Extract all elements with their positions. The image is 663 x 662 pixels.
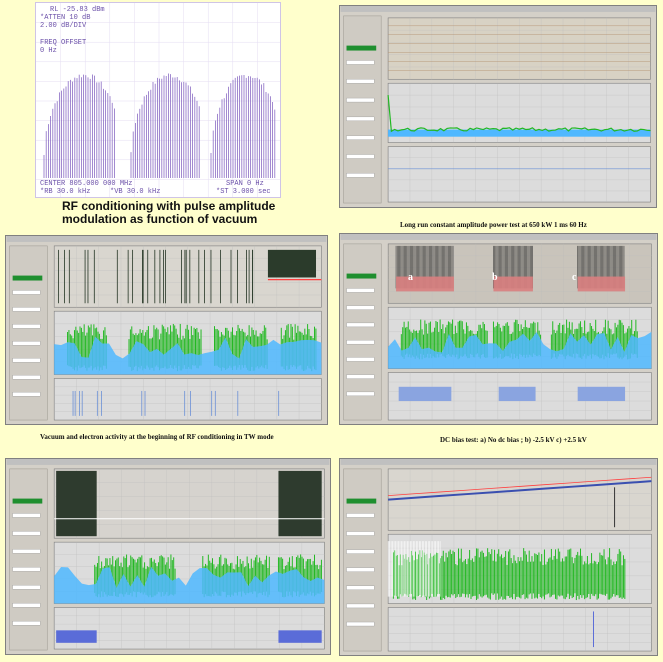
numeric-control	[346, 603, 375, 609]
red-trace	[396, 276, 454, 292]
numeric-control	[346, 97, 375, 103]
numeric-control	[346, 305, 375, 310]
window-titlebar	[6, 459, 330, 465]
rbw-readout: *RB 30.0 kHz	[40, 188, 91, 196]
numeric-control	[12, 392, 41, 397]
numeric-control	[346, 340, 375, 345]
bottom-left-plots	[6, 459, 330, 651]
numeric-control	[12, 513, 41, 518]
red-trace	[388, 476, 652, 497]
red-trace	[577, 276, 626, 292]
freq-offset-value: 0 Hz	[40, 47, 57, 55]
numeric-control	[12, 290, 41, 295]
numeric-control	[346, 549, 375, 554]
numeric-control	[346, 391, 375, 397]
numeric-control	[346, 288, 375, 293]
blue-block	[577, 386, 626, 402]
center-freq-readout: CENTER 805.000 000 MHz	[40, 180, 133, 188]
span-readout: SPAN 0 Hz	[226, 180, 264, 188]
blue-trace	[388, 480, 652, 501]
freq-offset-label: FREQ OFFSET	[40, 39, 87, 47]
numeric-control	[12, 324, 41, 329]
long-run-screenshot	[339, 5, 657, 208]
window-titlebar	[340, 6, 656, 12]
sweep-readout: *ST 3.000 sec	[216, 188, 271, 196]
activity-block	[278, 470, 322, 537]
window-titlebar	[6, 236, 327, 242]
long-run-plots	[340, 6, 656, 204]
dc-bias-plots	[340, 234, 657, 421]
spectrum-analyzer-plot: RL -25.83 dBm *ATTEN 10 dB 2.00 dB/DIV F…	[35, 2, 281, 198]
blue-block	[278, 630, 322, 643]
numeric-control	[12, 603, 41, 608]
numeric-control	[12, 585, 41, 590]
status-indicator	[12, 275, 43, 281]
numeric-control	[12, 341, 41, 346]
ref-level-readout: RL -25.83 dBm	[50, 6, 105, 14]
status-indicator	[346, 498, 377, 504]
numeric-control	[346, 116, 375, 122]
bottom-right-screenshot	[339, 458, 658, 656]
numeric-control	[346, 322, 375, 328]
numeric-control	[346, 585, 375, 590]
spectrum-caption: RF conditioning with pulse amplitude mod…	[62, 199, 276, 226]
numeric-control	[12, 307, 41, 312]
numeric-control	[346, 621, 375, 627]
numeric-control	[12, 567, 41, 572]
vacuum-tw-plots	[6, 236, 327, 421]
numeric-control	[12, 358, 41, 363]
blue-block	[398, 386, 452, 402]
dc-bias-label-c: c	[572, 272, 577, 283]
numeric-control	[12, 531, 41, 536]
numeric-control	[346, 357, 375, 362]
red-trace	[493, 276, 533, 292]
vbw-readout: *VB 30.0 kHz	[110, 188, 161, 196]
spectrum-trace-canvas	[36, 3, 280, 197]
status-indicator	[346, 45, 377, 51]
activity-block	[56, 470, 97, 537]
numeric-control	[346, 154, 375, 159]
numeric-control	[346, 531, 375, 536]
bottom-right-plots	[340, 459, 657, 652]
numeric-control	[12, 375, 41, 380]
blue-trace	[54, 336, 322, 375]
control-column	[9, 245, 48, 421]
dc-bias-label-a: a	[408, 272, 413, 283]
green-trace	[387, 95, 651, 133]
status-indicator	[346, 273, 377, 279]
scale-readout: 2.00 dB/DIV	[40, 22, 87, 30]
numeric-control	[346, 173, 375, 178]
numeric-control	[346, 567, 375, 572]
control-column	[343, 243, 382, 421]
window-titlebar	[340, 459, 657, 465]
numeric-control	[346, 374, 375, 379]
bottom-left-screenshot	[5, 458, 331, 655]
blue-block	[56, 630, 97, 643]
dc-bias-caption: DC bias test: a) No dc bias ; b) -2.5 kV…	[440, 436, 587, 444]
attenuation-readout: *ATTEN 10 dB	[40, 14, 91, 22]
blue-block	[498, 386, 536, 402]
blue-trace	[54, 566, 325, 604]
numeric-control	[346, 79, 375, 84]
status-indicator	[12, 498, 43, 504]
numeric-control	[346, 135, 375, 140]
dc-bias-label-b: b	[492, 272, 498, 283]
vacuum-tw-screenshot	[5, 235, 328, 425]
activity-block	[267, 249, 317, 278]
numeric-control	[346, 60, 375, 65]
window-titlebar	[340, 234, 657, 240]
vacuum-tw-caption: Vacuum and electron activity at the begi…	[40, 433, 274, 441]
long-run-caption: Long run constant amplitude power test a…	[400, 221, 587, 229]
dc-bias-screenshot: a b c	[339, 233, 658, 425]
numeric-control	[12, 549, 41, 554]
numeric-control	[346, 513, 375, 518]
blue-trace	[388, 331, 652, 369]
numeric-control	[12, 621, 41, 626]
blue-trace	[388, 129, 651, 137]
